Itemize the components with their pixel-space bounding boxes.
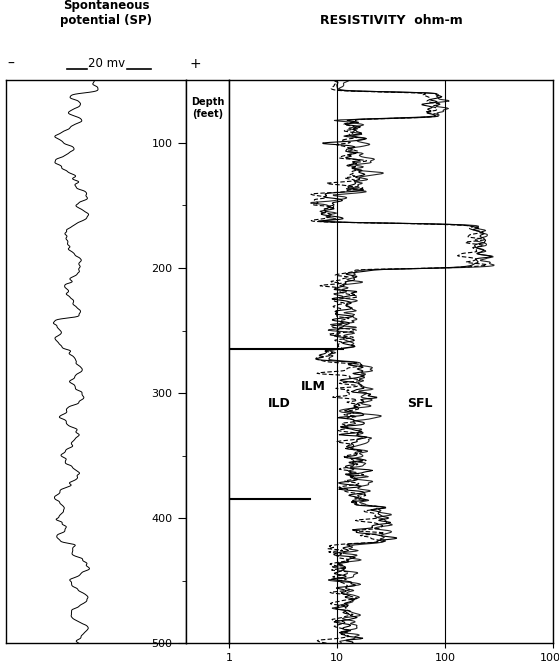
- SFL: [338, 639, 345, 647]
- Text: ILD: ILD: [268, 397, 291, 410]
- ILD: [340, 562, 347, 570]
- ILM: [350, 500, 357, 509]
- Line: ILD: ILD: [316, 80, 491, 643]
- SFL: [348, 317, 355, 325]
- Text: Depth
(feet): Depth (feet): [191, 97, 224, 119]
- SFL: [473, 223, 480, 231]
- ILM: [344, 138, 351, 146]
- Line: SFL: SFL: [311, 80, 494, 643]
- ILM: [331, 76, 338, 84]
- ILD: [348, 477, 354, 485]
- ILD: [353, 500, 359, 509]
- Text: +: +: [190, 57, 201, 70]
- Text: RESISTIVITY  ohm-m: RESISTIVITY ohm-m: [320, 14, 463, 27]
- ILD: [349, 639, 356, 647]
- ILD: [333, 76, 340, 84]
- ILM: [333, 562, 340, 570]
- ILM: [324, 639, 330, 647]
- SFL: [345, 76, 352, 84]
- ILD: [332, 317, 339, 325]
- ILM: [337, 317, 343, 325]
- SFL: [368, 477, 375, 485]
- ILM: [342, 477, 348, 485]
- ILD: [471, 223, 478, 231]
- Text: SFL: SFL: [408, 397, 433, 410]
- Line: ILM: ILM: [311, 80, 487, 643]
- ILM: [470, 223, 476, 231]
- ILD: [338, 138, 344, 146]
- SFL: [333, 562, 339, 570]
- Text: Spontaneous
potential (SP): Spontaneous potential (SP): [60, 0, 152, 27]
- Text: –: –: [8, 57, 15, 70]
- SFL: [362, 500, 369, 509]
- SFL: [356, 138, 362, 146]
- Text: ILM: ILM: [300, 380, 325, 393]
- Text: 20 mv: 20 mv: [88, 57, 125, 70]
